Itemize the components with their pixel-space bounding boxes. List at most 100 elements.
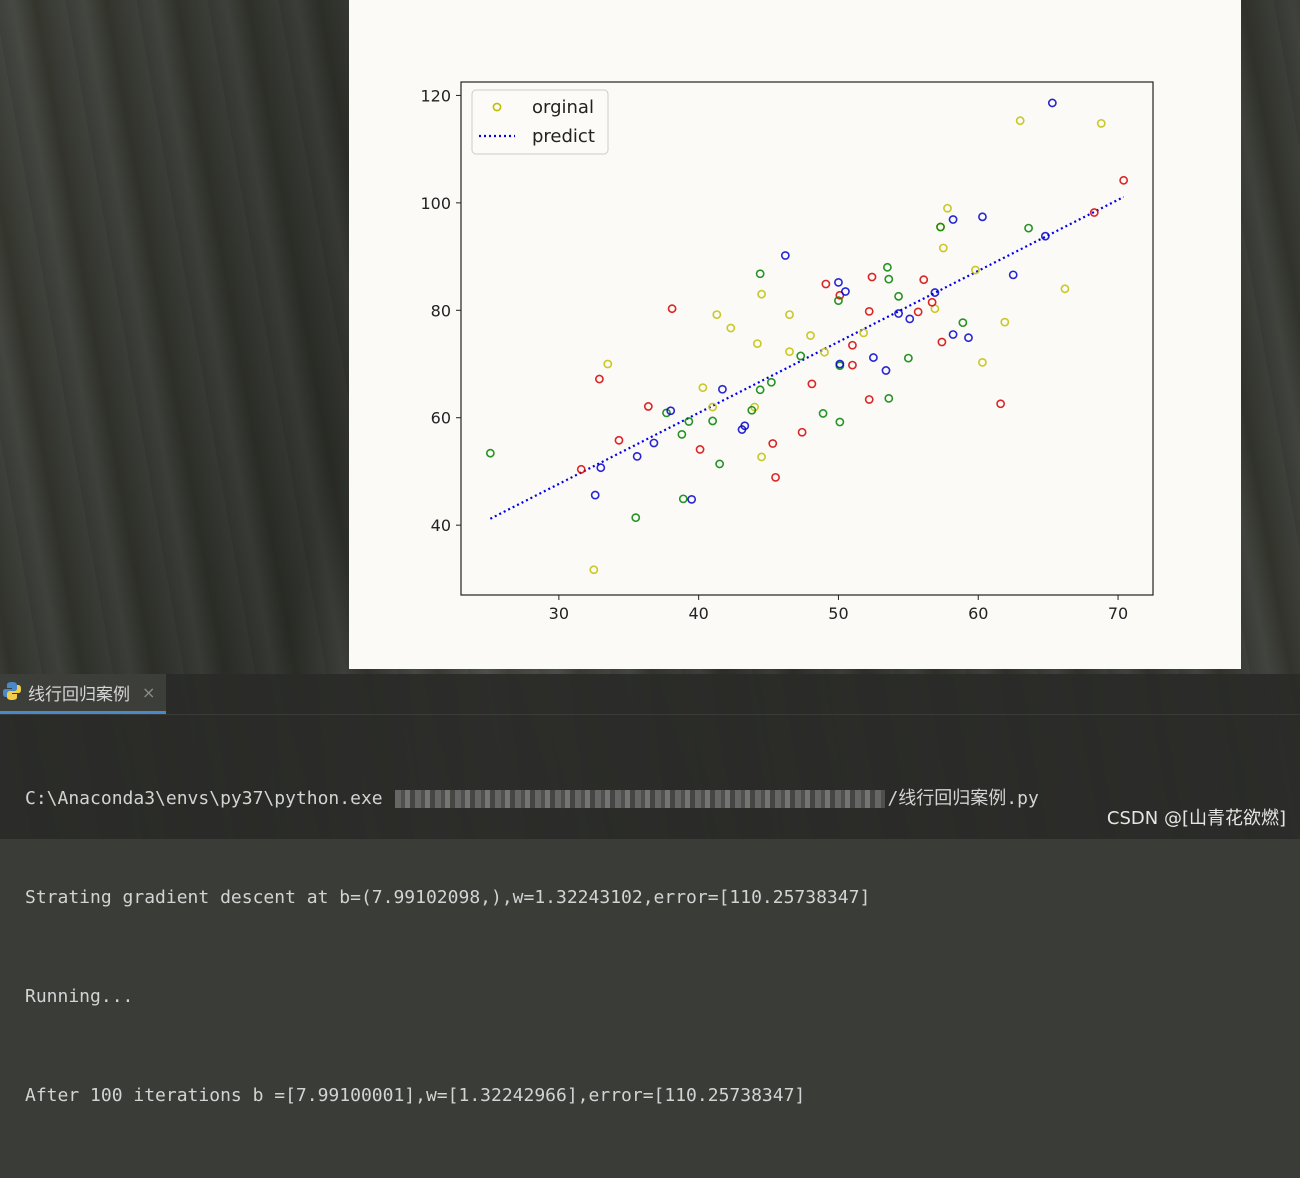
data-point xyxy=(869,353,878,362)
data-point xyxy=(590,490,600,500)
data-point xyxy=(835,359,845,369)
data-point xyxy=(884,393,894,403)
legend-label-predict: predict xyxy=(532,126,595,147)
data-point xyxy=(589,565,599,575)
data-point xyxy=(807,379,817,389)
data-point xyxy=(834,296,843,306)
data-point xyxy=(596,463,606,473)
y-tick-label: 40 xyxy=(431,516,451,535)
x-tick-label: 30 xyxy=(549,604,569,623)
data-point xyxy=(718,384,727,394)
data-point xyxy=(708,416,718,426)
data-point xyxy=(1060,284,1070,294)
legend-label-orginal: orginal xyxy=(532,97,594,118)
data-point xyxy=(894,291,903,301)
data-point xyxy=(864,306,874,316)
data-point xyxy=(666,406,676,416)
data-point xyxy=(684,417,694,426)
data-point xyxy=(715,459,725,469)
data-point xyxy=(797,427,807,437)
console-line-1-suffix: /线行回归案例.py xyxy=(887,788,1039,809)
data-point xyxy=(936,222,945,232)
data-point xyxy=(768,439,778,448)
data-point xyxy=(948,215,958,224)
data-point xyxy=(667,304,677,314)
data-point xyxy=(848,360,857,370)
data-point xyxy=(755,385,765,395)
y-tick-label: 80 xyxy=(431,301,451,320)
y-tick-label: 100 xyxy=(420,194,451,213)
run-tab-bar: 线行回归案例 × xyxy=(0,674,1300,715)
data-point xyxy=(867,272,877,282)
data-point xyxy=(752,339,762,349)
data-point xyxy=(848,340,857,350)
data-point xyxy=(943,203,952,213)
python-icon xyxy=(2,681,22,705)
console-line-1-prefix: C:\Anaconda3\envs\py37\python.exe xyxy=(25,788,394,809)
data-point xyxy=(937,337,947,347)
x-tick-label: 50 xyxy=(828,604,848,623)
data-point xyxy=(576,464,586,474)
data-point xyxy=(859,328,869,338)
data-point xyxy=(971,265,980,275)
data-point xyxy=(958,318,968,328)
console-line-2: Strating gradient descent at b=(7.991020… xyxy=(25,887,871,908)
data-point xyxy=(903,353,913,363)
data-point xyxy=(712,310,722,319)
data-point xyxy=(948,330,958,339)
x-tick-label: 60 xyxy=(968,604,988,623)
data-point xyxy=(821,279,831,289)
data-point xyxy=(771,472,780,482)
data-point xyxy=(938,243,948,253)
plot-window: 30 40 50 60 70 40 60 80 100 120 orginal predict xyxy=(349,0,1241,669)
data-point xyxy=(882,262,892,272)
run-tab[interactable]: 线行回归案例 × xyxy=(0,674,166,714)
data-point xyxy=(820,347,829,357)
data-point xyxy=(603,359,613,369)
console-line-3: Running... xyxy=(25,986,134,1007)
y-tick-label: 120 xyxy=(420,86,451,105)
data-point xyxy=(1119,175,1129,185)
data-point xyxy=(894,309,903,318)
data-point xyxy=(796,351,806,361)
data-point xyxy=(740,421,750,431)
scatter-chart: 30 40 50 60 70 40 60 80 100 120 orginal predict xyxy=(420,81,1154,623)
data-point xyxy=(687,494,697,504)
blurred-path xyxy=(395,790,886,808)
data-point xyxy=(766,377,776,387)
data-point xyxy=(780,251,790,260)
data-point xyxy=(881,366,891,375)
data-point xyxy=(913,307,923,317)
data-point xyxy=(834,277,843,287)
data-point xyxy=(1008,270,1018,280)
run-tab-label: 线行回归案例 xyxy=(28,685,130,705)
data-point xyxy=(905,314,915,324)
data-point xyxy=(1096,118,1106,128)
data-point xyxy=(757,289,766,299)
data-point xyxy=(632,452,642,461)
data-point xyxy=(1040,231,1050,241)
close-icon[interactable]: × xyxy=(142,683,156,702)
legend-box xyxy=(471,89,609,155)
data-point xyxy=(927,297,937,307)
data-point xyxy=(835,417,845,427)
data-point xyxy=(649,438,659,448)
data-point xyxy=(631,513,641,523)
data-point xyxy=(818,409,828,418)
data-point xyxy=(614,435,624,445)
data-point xyxy=(678,494,688,504)
data-point xyxy=(806,331,815,340)
data-point xyxy=(677,429,687,439)
data-point xyxy=(996,399,1006,409)
data-point xyxy=(864,395,874,404)
data-point xyxy=(1089,208,1099,217)
data-point xyxy=(978,358,987,367)
watermark: CSDN @[山青花欲燃] xyxy=(1106,808,1286,829)
data-point xyxy=(755,269,765,279)
data-point xyxy=(662,408,671,418)
data-point xyxy=(785,310,794,319)
data-point xyxy=(695,445,705,454)
data-point xyxy=(747,405,757,415)
run-panel: 线行回归案例 × C:\Anaconda3\envs\py37\python.e… xyxy=(0,674,1300,1106)
x-tick-label: 70 xyxy=(1108,604,1128,623)
